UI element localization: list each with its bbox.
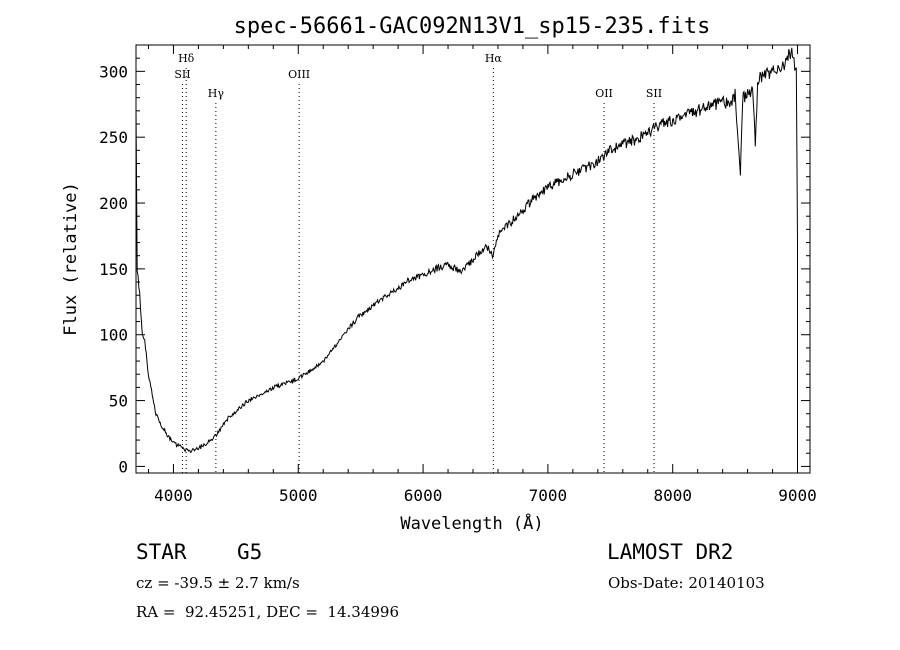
x-tick-label: 6000: [404, 486, 443, 505]
y-tick-label: 50: [109, 392, 128, 411]
redshift-velocity: cz = -39.5 ± 2.7 km/s: [136, 574, 300, 592]
x-tick-label: 4000: [154, 486, 193, 505]
y-tick-label: 0: [118, 457, 128, 476]
emission-line-label: Hα: [485, 52, 503, 65]
emission-line-label: SII: [174, 68, 190, 81]
emission-line-label: SII: [646, 87, 662, 100]
x-tick-label: 5000: [279, 486, 318, 505]
spectral-subclass: G5: [237, 540, 263, 564]
axis-ticks: [136, 45, 810, 473]
y-tick-label: 150: [99, 260, 128, 279]
y-axis-label: Flux (relative): [61, 182, 81, 336]
emission-line-label: Hδ: [178, 52, 195, 65]
y-tick-label: 250: [99, 128, 128, 147]
y-tick-label: 100: [99, 326, 128, 345]
y-tick-label: 300: [99, 62, 128, 81]
x-axis-label: Wavelength (Å): [400, 512, 543, 534]
object-type: STAR: [136, 540, 187, 564]
emission-line-markers: Hδ SII Hγ OIII Hα OII SII: [174, 52, 662, 473]
x-tick-label: 8000: [653, 486, 692, 505]
chart-title: spec-56661-GAC092N13V1_sp15-235.fits: [234, 14, 711, 39]
x-tick-label: 7000: [529, 486, 568, 505]
x-tick-label: 9000: [778, 486, 817, 505]
emission-line-label: Hγ: [208, 87, 225, 100]
observation-date: Obs-Date: 20140103: [608, 574, 765, 592]
emission-line-label: OIII: [288, 68, 310, 81]
coordinates: RA = 92.45251, DEC = 14.34996: [136, 603, 400, 621]
tick-labels: 4000 5000 6000 7000 8000 9000 0 50 100 150 200 250 3…: [99, 62, 817, 505]
survey-name: LAMOST DR2: [607, 540, 734, 564]
y-tick-label: 200: [99, 194, 128, 213]
emission-line-label: OII: [595, 87, 613, 100]
spectrum-series-line: [135, 47, 798, 467]
